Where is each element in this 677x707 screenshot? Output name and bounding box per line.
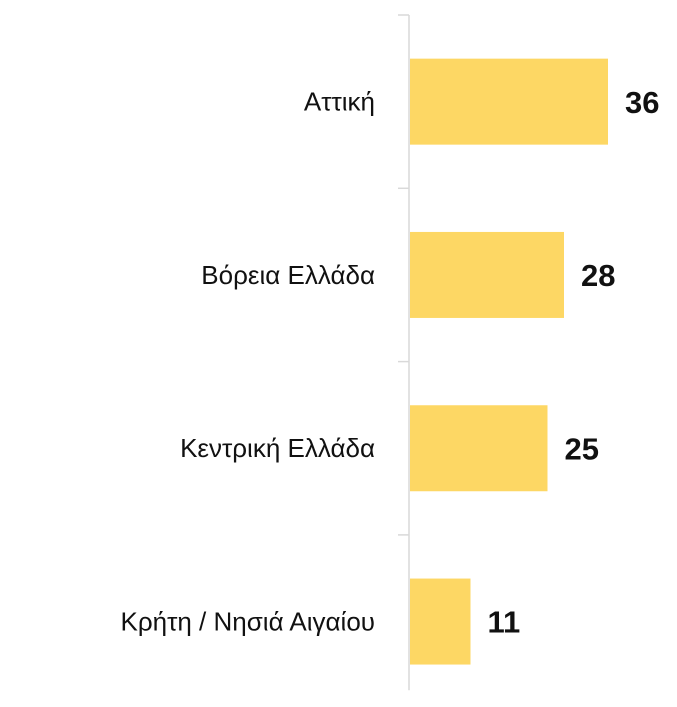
bar: [410, 231, 564, 318]
value-label: 36: [625, 85, 659, 120]
value-label: 28: [581, 258, 615, 293]
value-label: 11: [488, 605, 521, 640]
category-label: Αττική: [304, 87, 375, 117]
category-label: Βόρεια Ελλάδα: [201, 260, 375, 290]
bar: [410, 578, 471, 665]
bar: [410, 405, 548, 492]
category-label: Κεντρική Ελλάδα: [180, 433, 375, 463]
bar: [410, 58, 608, 145]
category-label: Κρήτη / Νησιά Αιγαίου: [121, 606, 375, 636]
value-label: 25: [565, 431, 599, 466]
